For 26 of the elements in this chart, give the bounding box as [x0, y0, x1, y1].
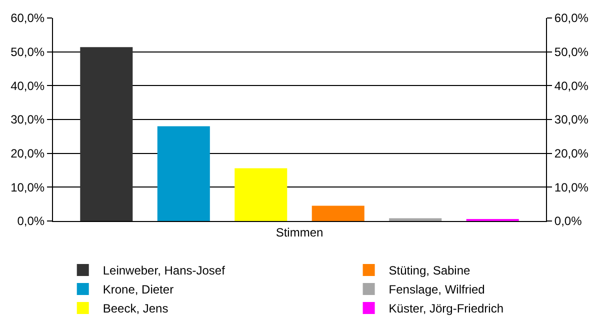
text: 0,0%: [554, 214, 582, 228]
text: 40,0%: [554, 78, 588, 93]
legend-label: Krone, Dieter: [102, 282, 174, 297]
text: 30,0%: [554, 112, 588, 127]
y-tick-label: 60,0%: [10, 11, 45, 26]
legend-label: Leinweber, Hans-Josef: [102, 264, 226, 278]
legend-label: Fenslage, Wilfried: [388, 282, 485, 297]
y-tick-label: 50,0%: [10, 45, 45, 60]
y-tick-label: 20,0%: [10, 146, 45, 161]
bar: [312, 206, 364, 221]
legend-label: Beeck, Jens: [102, 302, 168, 316]
text: 60,0%: [554, 11, 588, 26]
bar: [389, 218, 442, 221]
bar: [157, 126, 210, 221]
legend-label: Küster, Jörg-Friedrich: [388, 302, 504, 316]
y-tick-label: 10,0%: [10, 180, 45, 194]
x-tick-label: Stimmen: [276, 225, 324, 240]
text: 20,0%: [554, 146, 588, 161]
bar: [234, 168, 288, 221]
y-tick-label: 0,0%: [17, 214, 45, 228]
legend-label: Stüting, Sabine: [388, 264, 471, 278]
y-tick-label: 40,0%: [10, 78, 45, 93]
y-tick-label: 30,0%: [10, 112, 45, 127]
text: 10,0%: [554, 180, 588, 194]
text: 50,0%: [554, 45, 588, 60]
bar: [80, 47, 133, 221]
